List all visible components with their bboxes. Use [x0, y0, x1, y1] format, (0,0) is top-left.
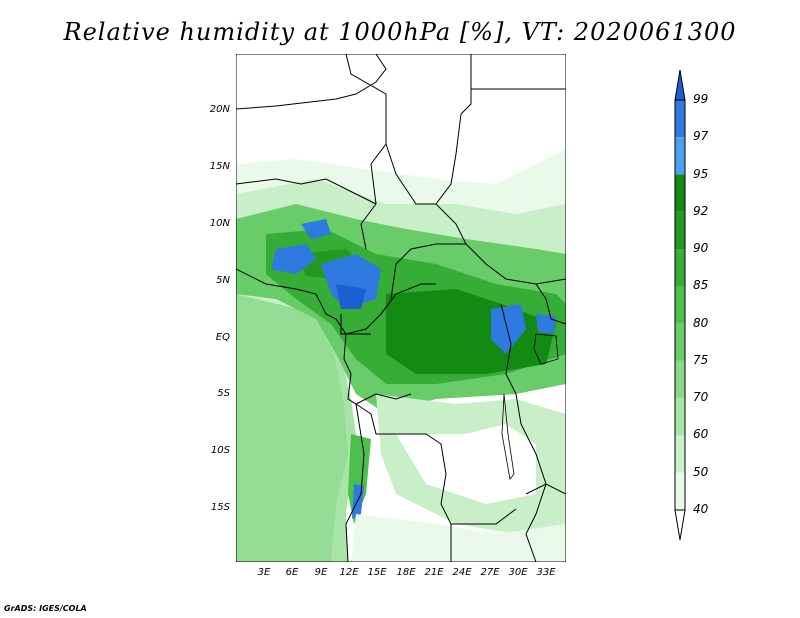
colorbar-label: 80: [693, 315, 709, 330]
colorbar-segment: [675, 435, 685, 473]
map-title: Relative humidity at 1000hPa [%], VT: 20…: [63, 18, 737, 46]
lon-label: 9E: [314, 567, 328, 578]
lat-label: 5S: [217, 388, 230, 399]
colorbar-segment: [675, 360, 685, 399]
colorbar-segment: [675, 137, 685, 175]
lon-label: 15E: [367, 567, 387, 578]
colorbar: [674, 70, 686, 541]
colorbar-label: 85: [693, 278, 709, 293]
lat-label: 10N: [209, 218, 230, 229]
colorbar-segment: [675, 323, 685, 361]
lat-label: 20N: [209, 104, 230, 115]
colorbar-label: 75: [693, 352, 709, 367]
colorbar-label: 70: [693, 390, 709, 405]
lake-outlines: [501, 333, 559, 480]
colorbar-bottom-arrow: [674, 509, 686, 541]
colorbar-segment: [675, 211, 685, 250]
grads-credit: GrADS: IGES/COLA: [4, 604, 87, 613]
lon-label: 33E: [536, 567, 556, 578]
lat-label: EQ: [215, 332, 230, 343]
colorbar-label: 99: [693, 92, 709, 106]
lat-label: 15S: [210, 502, 230, 513]
colorbar-label: 92: [693, 203, 709, 218]
lon-label: 12E: [339, 567, 359, 578]
colorbar-label: 95: [693, 166, 709, 181]
lon-label: 27E: [480, 567, 500, 578]
lat-label: 10S: [210, 445, 230, 456]
lon-label: 30E: [508, 567, 528, 578]
lon-label: 6E: [285, 567, 299, 578]
colorbar-segment: [675, 249, 685, 287]
colorbar-segment: [675, 472, 685, 510]
lat-label: 5N: [216, 275, 230, 286]
colorbar-label: 97: [693, 129, 709, 144]
colorbar-label: 50: [693, 464, 709, 479]
colorbar-segment: [675, 398, 685, 436]
colorbar-top-arrow: [674, 70, 686, 101]
country-borders: [236, 54, 566, 562]
colorbar-label: 60: [693, 427, 709, 442]
humidity-map: [236, 54, 566, 562]
lat-label: 15N: [209, 161, 230, 172]
lon-label: 21E: [424, 567, 444, 578]
colorbar-segment: [675, 100, 685, 138]
colorbar-label: 90: [693, 241, 709, 256]
lon-label: 18E: [396, 567, 416, 578]
colorbar-segment: [675, 174, 685, 212]
colorbar-segment: [675, 286, 685, 324]
high-humidity-patch: [271, 244, 316, 274]
lon-label: 24E: [452, 567, 472, 578]
lon-label: 3E: [257, 567, 271, 578]
colorbar-label: 40: [693, 502, 709, 516]
